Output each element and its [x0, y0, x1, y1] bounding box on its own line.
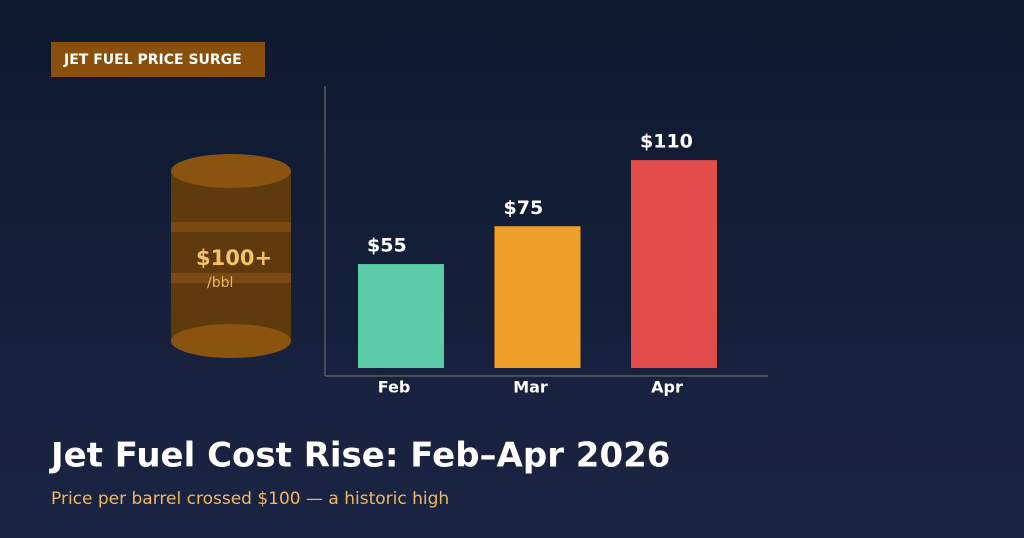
barrel-bottom	[171, 324, 291, 358]
annotation-unit: /bbl	[207, 275, 233, 291]
barrel	[171, 154, 291, 358]
barrel-body	[171, 171, 291, 341]
barrel-top	[171, 154, 291, 188]
value-label: $75	[504, 197, 544, 219]
bar	[494, 226, 581, 368]
bar	[631, 160, 717, 368]
value-label: $110	[640, 131, 693, 153]
x-tick-label: Apr	[651, 378, 683, 397]
value-label: $55	[367, 235, 407, 257]
barrel-band	[171, 222, 291, 232]
annotation: $100+	[196, 246, 272, 270]
x-tick-label: Mar	[513, 378, 548, 397]
chart-title: Jet Fuel Cost Rise: Feb–Apr 2026	[49, 436, 670, 476]
badge: JET FUEL PRICE SURGE	[63, 52, 242, 68]
bar	[358, 264, 444, 368]
chart-subtitle: Price per barrel crossed $100 — a histor…	[51, 489, 449, 509]
x-tick-label: Feb	[378, 378, 411, 397]
barrel-band	[171, 273, 291, 283]
badge-box	[51, 42, 265, 77]
